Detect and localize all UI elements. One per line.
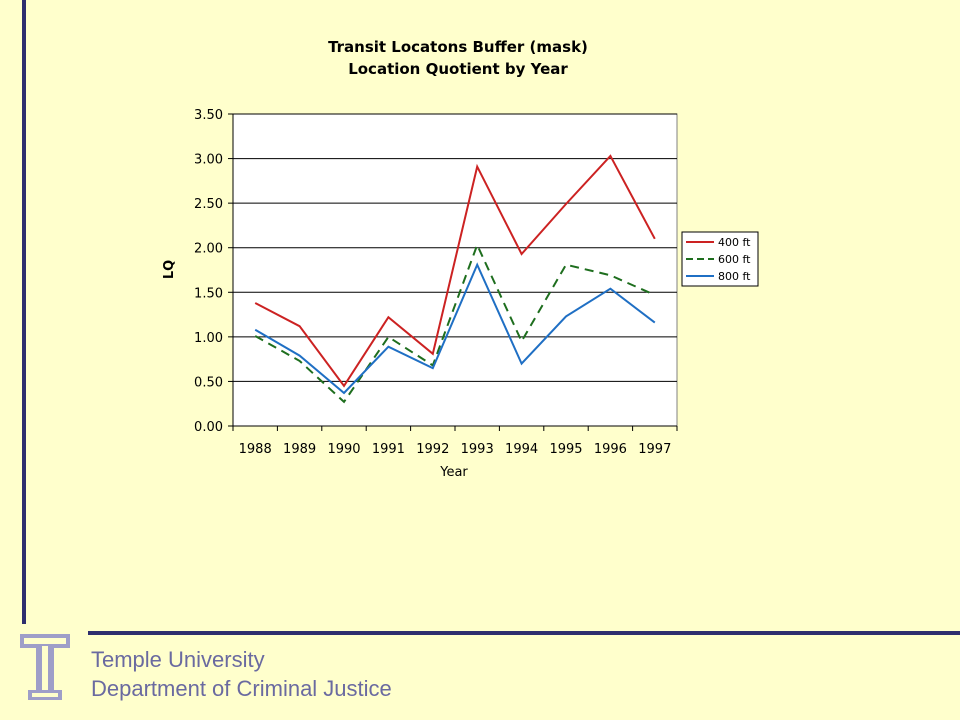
legend-label: 400 ft bbox=[718, 236, 751, 249]
x-tick-label: 1989 bbox=[283, 442, 316, 457]
legend-label: 800 ft bbox=[718, 270, 751, 283]
x-tick-label: 1995 bbox=[549, 442, 582, 457]
y-tick-label: 2.50 bbox=[194, 197, 223, 212]
x-tick-label: 1996 bbox=[594, 442, 627, 457]
y-tick-label: 3.50 bbox=[194, 108, 223, 123]
x-tick-label: 1997 bbox=[638, 442, 671, 457]
series-line-400-ft bbox=[254, 154, 656, 388]
x-tick-label: 1992 bbox=[416, 442, 449, 457]
y-tick-label: 0.50 bbox=[194, 375, 223, 390]
footer-university: Temple University bbox=[91, 647, 265, 672]
legend-label: 600 ft bbox=[718, 253, 751, 266]
footer-department: Department of Criminal Justice bbox=[91, 676, 392, 701]
x-axis-label: Year bbox=[440, 465, 468, 480]
y-tick-label: 2.00 bbox=[194, 242, 223, 257]
plot-area bbox=[232, 113, 678, 427]
y-tick-label: 0.00 bbox=[194, 420, 223, 435]
chart-subtitle: Location Quotient by Year bbox=[348, 60, 568, 78]
left-accent-rule bbox=[22, 0, 26, 624]
chart-title: Transit Locatons Buffer (mask) bbox=[328, 38, 588, 56]
x-tick-label: 1994 bbox=[505, 442, 538, 457]
footer-accent-rule bbox=[88, 631, 960, 635]
series-line-800-ft bbox=[254, 262, 656, 395]
x-tick-label: 1988 bbox=[239, 442, 272, 457]
temple-t-logo bbox=[20, 634, 70, 700]
x-tick-label: 1990 bbox=[327, 442, 360, 457]
y-tick-label: 1.50 bbox=[194, 286, 223, 301]
x-tick-label: 1991 bbox=[372, 442, 405, 457]
y-tick-label: 3.00 bbox=[194, 153, 223, 168]
y-tick-label: 1.00 bbox=[194, 331, 223, 346]
x-tick-label: 1993 bbox=[461, 442, 494, 457]
series-line-600-ft bbox=[254, 242, 656, 404]
